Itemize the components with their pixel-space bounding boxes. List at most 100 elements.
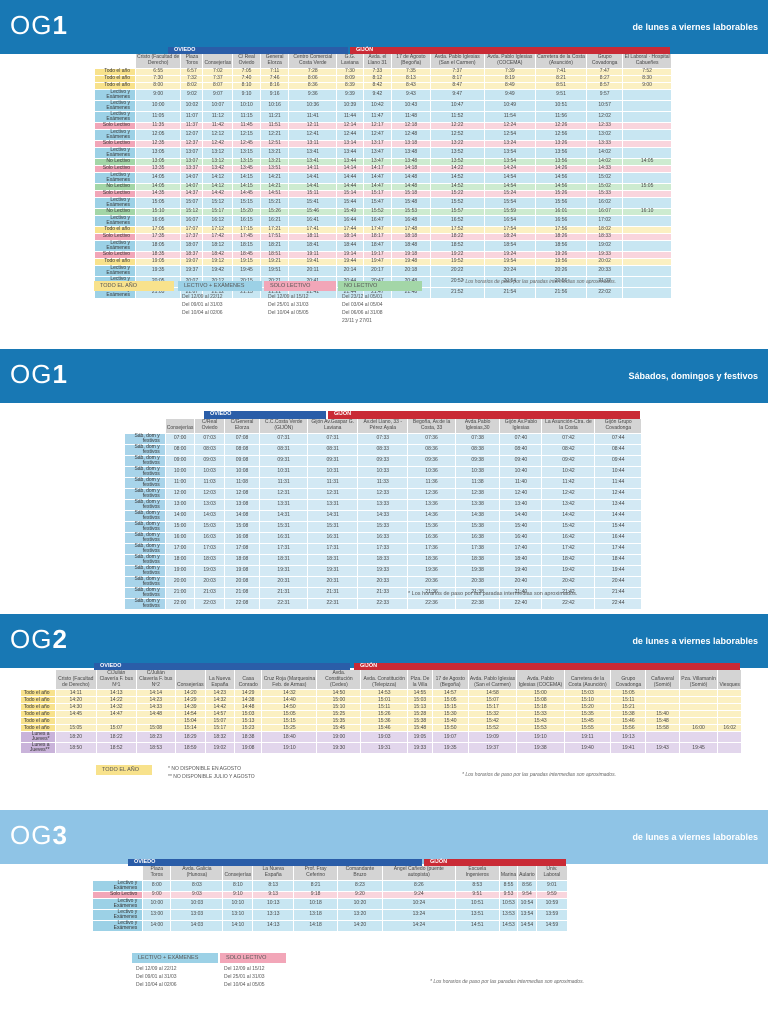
departure-time: 18:18 xyxy=(392,233,430,240)
departure-time: 19:05 xyxy=(408,732,432,743)
service-type-label: Sáb, dom y festivos xyxy=(125,543,165,554)
table-row: Sáb, dom y festivos 22:00 22:03 22:08 22:31 2… xyxy=(125,598,641,609)
departure-time xyxy=(623,190,671,197)
schedule-days: de lunes a viernes laborables xyxy=(632,636,758,646)
table-row: Todo el año 7:30 7:32 7:37 7:40 7:46 8:06 8:09 8… xyxy=(95,75,671,82)
departure-time: 18:00 xyxy=(165,554,195,565)
departure-time xyxy=(646,704,679,711)
departure-time: 19:10 xyxy=(262,743,317,754)
table-row: Sáb, dom y festivos 19:00 19:03 19:08 19:31 1… xyxy=(125,565,641,576)
departure-time: 19:08 xyxy=(234,743,262,754)
departure-time: 16:15 xyxy=(233,215,260,226)
departure-time xyxy=(623,165,671,172)
departure-time: 14:48 xyxy=(392,172,430,183)
departure-time: 17:51 xyxy=(260,233,289,240)
departure-time: 7:32 xyxy=(181,75,203,82)
departure-time: 15:30 xyxy=(432,711,468,718)
departure-time: 9:43 xyxy=(392,89,430,100)
departure-time: 11:37 xyxy=(181,122,203,129)
departure-time: 8:12 xyxy=(363,75,392,82)
departure-time: 13:44 xyxy=(337,147,363,158)
service-type-label: Todo el año xyxy=(95,258,136,265)
departure-time: 20:24 xyxy=(484,265,535,276)
departure-time: 13:03 xyxy=(195,499,224,510)
departure-time: 14:24 xyxy=(484,165,535,172)
stop-header: C/ Real Oviedo xyxy=(233,54,260,68)
departure-time: 11:38 xyxy=(455,477,500,488)
departure-time: 15:22 xyxy=(430,190,484,197)
table-row: Solo Lectivo 18:35 18:37 18:42 18:45 18:51 19:… xyxy=(95,251,671,258)
departure-time: 8:53 xyxy=(455,880,499,891)
solo-dates: Del 12/09 al 15/12 Del 25/01 al 31/03 Del … xyxy=(268,294,309,316)
departure-time: 15:42 xyxy=(468,718,517,725)
departure-time xyxy=(623,233,671,240)
departure-time: 22:44 xyxy=(595,598,641,609)
departure-time: 18:23 xyxy=(136,732,175,743)
departure-time xyxy=(718,732,741,743)
departure-time: 13:05 xyxy=(136,147,181,158)
service-type-label: Sáb, dom y festivos xyxy=(125,499,165,510)
departure-time: 14:24 xyxy=(382,920,455,931)
departure-time: 14:59 xyxy=(536,920,567,931)
departure-time: 10:24 xyxy=(382,898,455,909)
departure-time: 14:44 xyxy=(337,172,363,183)
departure-time: 16:21 xyxy=(260,215,289,226)
departure-time: 12:42 xyxy=(542,488,595,499)
table-row: Todo el año 17:05 17:07 17:12 17:15 17:21 17:4… xyxy=(95,226,671,233)
departure-time: 21:03 xyxy=(195,587,224,598)
departure-time: 22:42 xyxy=(542,598,595,609)
departure-time: 12:31 xyxy=(308,488,358,499)
departure-time: 18:24 xyxy=(484,233,535,240)
table-row: Sáb, dom y festivos 09:00 09:03 09:08 09:31 0… xyxy=(125,455,641,466)
departure-time: 15:15 xyxy=(262,718,317,725)
departure-time: 12:03 xyxy=(195,488,224,499)
stop-header: Avda. Galicia (Hunosa) xyxy=(171,866,223,880)
departure-time: 19:02 xyxy=(587,240,623,251)
departure-time: 22:40 xyxy=(500,598,542,609)
departure-time: 18:54 xyxy=(484,240,535,251)
departure-time: 7:02 xyxy=(203,68,233,75)
departure-time: 19:31 xyxy=(361,743,408,754)
departure-time: 14:26 xyxy=(535,165,587,172)
departure-time: 8:43 xyxy=(392,82,430,89)
departure-time: 14:13 xyxy=(253,920,294,931)
departure-time: 15:21 xyxy=(260,197,289,208)
stop-header: Viesques xyxy=(718,670,741,690)
departure-time: 20:38 xyxy=(455,576,500,587)
departure-time xyxy=(623,89,671,100)
departure-time: 20:56 xyxy=(535,276,587,287)
departure-time: 15:08 xyxy=(224,521,260,532)
departure-time: 14:21 xyxy=(260,172,289,183)
table-row: Lectivo y Exámenes 11:05 11:07 11:12 11:15 11… xyxy=(95,111,671,122)
departure-time: 08:31 xyxy=(308,444,358,455)
departure-time xyxy=(623,287,671,298)
departure-time: 14:31 xyxy=(260,510,308,521)
table-row: No Lectivo 15:10 15:12 15:17 15:20 15:26 15:46… xyxy=(95,208,671,215)
departure-time: 21:44 xyxy=(337,287,363,298)
departure-time xyxy=(623,240,671,251)
legend-no-lectivo: NO LECTIVO xyxy=(338,281,422,291)
stop-header: Plaza Toros xyxy=(181,54,203,68)
departure-time: 9:39 xyxy=(337,89,363,100)
departure-time: 15:56 xyxy=(611,725,646,732)
departure-time: 6:55 xyxy=(136,68,181,75)
departure-time: 19:33 xyxy=(408,743,432,754)
departure-time: 22:02 xyxy=(587,287,623,298)
departure-time: 13:10 xyxy=(223,909,253,920)
service-type-label: No Lectivo xyxy=(95,158,136,165)
departure-time: 16:01 xyxy=(535,208,587,215)
service-type-label: Lectivo y Exámenes xyxy=(95,89,136,100)
departure-time: 12:11 xyxy=(289,122,337,129)
departure-time: 14:05 xyxy=(136,183,181,190)
departure-time: 18:35 xyxy=(136,251,181,258)
table-row: Lectivo y Exámenes 10:00 10:03 10:10 10:13 10… xyxy=(93,898,567,909)
departure-time: 09:31 xyxy=(260,455,308,466)
departure-time: 14:32 xyxy=(262,690,317,697)
departure-time: 13:18 xyxy=(392,140,430,147)
service-type-label: Todo el año xyxy=(95,75,136,82)
table-row: Lectivo y Exámenes 8:00 8:03 8:10 8:13 8:21 8:… xyxy=(93,880,567,891)
departure-time: 14:07 xyxy=(181,172,203,183)
departure-time: 13:14 xyxy=(337,140,363,147)
departure-time: 12:18 xyxy=(392,122,430,129)
departure-time: 8:00 xyxy=(136,82,181,89)
